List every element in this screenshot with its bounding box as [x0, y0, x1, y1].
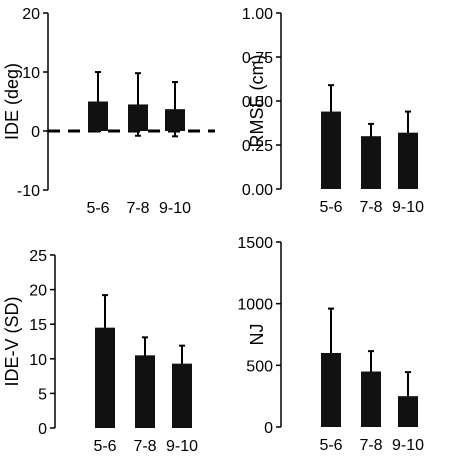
x-category-label: 7-8: [133, 438, 156, 455]
x-category-label: 9-10: [159, 200, 191, 217]
bar-7-8: [361, 371, 381, 427]
x-category-label: 7-8: [359, 437, 382, 454]
panel-nj: 0 500 1000 1500 5-6 7-8 9-10 NJ: [237, 235, 424, 454]
y-axis-label: IDE (deg): [2, 63, 22, 140]
x-category-label: 5-6: [319, 437, 342, 454]
x-category-label: 9-10: [392, 199, 424, 216]
y-tick-label: 1500: [237, 235, 273, 252]
bar-7-8: [361, 136, 381, 189]
y-tick-label: 0.50: [242, 94, 273, 111]
bar-9-10: [398, 396, 418, 427]
y-tick-label: 1.00: [242, 6, 273, 23]
y-tick-label: -10: [17, 183, 40, 200]
y-axis-label: IDE-V (SD): [2, 297, 22, 387]
y-tick-label: 10: [22, 65, 40, 82]
y-tick-label: 0.00: [242, 182, 273, 199]
y-tick-label: 15: [29, 317, 47, 334]
y-tick-label: 0.25: [242, 138, 273, 155]
x-category-label: 5-6: [319, 199, 342, 216]
y-tick-label: 20: [29, 283, 47, 300]
bar-7-8: [128, 104, 148, 131]
x-category-label: 5-6: [93, 438, 116, 455]
x-category-label: 7-8: [126, 200, 149, 217]
bar-5-6: [321, 111, 341, 189]
y-tick-label: 1000: [237, 297, 273, 314]
y-tick-label: 500: [246, 358, 273, 375]
bar-9-10: [398, 132, 418, 189]
panel-rmse: 0.00 0.25 0.50 0.75 1.00 5-6 7-8 9-10 RMSE (cm): [242, 6, 424, 216]
bar-9-10: [172, 363, 192, 428]
y-tick-label: 5: [38, 386, 47, 403]
y-axis-label: NJ: [247, 324, 267, 346]
x-category-label: 7-8: [359, 199, 382, 216]
y-tick-label: 0: [31, 124, 40, 141]
bar-9-10: [165, 109, 185, 131]
bar-7-8: [135, 355, 155, 428]
y-axis-label: RMSE (cm): [247, 55, 267, 148]
y-tick-label: 10: [29, 352, 47, 369]
y-tick-label: 20: [22, 6, 40, 23]
x-category-label: 9-10: [166, 438, 198, 455]
panel-ide: -10 0 10 20 5-6 7-8 9-10 IDE (deg): [2, 6, 215, 217]
y-tick-label: 0: [264, 420, 273, 437]
y-tick-label: 25: [29, 248, 47, 265]
bar-5-6: [321, 353, 341, 427]
bar-5-6: [88, 101, 108, 131]
y-tick-label: 0: [38, 421, 47, 438]
y-tick-label: 0.75: [242, 50, 273, 67]
bar-5-6: [95, 327, 115, 428]
x-category-label: 5-6: [86, 200, 109, 217]
panel-ide-v: 0 5 10 15 20 25 5-6 7-8 9-10 IDE-V (SD): [2, 248, 198, 455]
x-category-label: 9-10: [392, 437, 424, 454]
